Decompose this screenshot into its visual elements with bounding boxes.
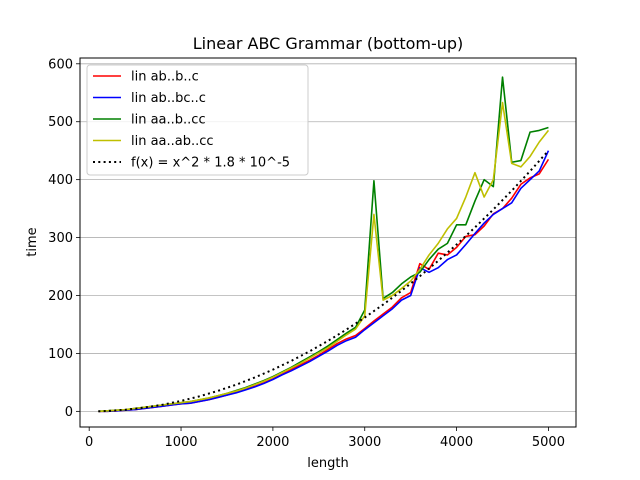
x-tick-label: 4000: [440, 435, 473, 450]
y-tick-label: 500: [48, 115, 73, 130]
y-axis-ticks: 0 100 200 300 400 500 600: [48, 57, 80, 420]
legend-entry-label: lin ab..b..c: [131, 70, 199, 85]
x-tick-label: 5000: [532, 435, 565, 450]
y-tick-label: 0: [65, 405, 73, 420]
y-tick-label: 300: [48, 231, 73, 246]
chart-title: Linear ABC Grammar (bottom-up): [193, 34, 464, 53]
x-axis-ticks: 0 1000 2000 3000 4000 5000: [85, 427, 565, 450]
x-tick-label: 1000: [164, 435, 197, 450]
grid-lines: [80, 63, 576, 412]
plot-frame: [79, 57, 577, 428]
plot-area: [98, 76, 550, 413]
legend: lin ab..b..c lin ab..bc..c lin aa..b..cc li…: [86, 64, 309, 176]
x-tick-label: 2000: [256, 435, 289, 450]
legend-box: [86, 64, 309, 176]
x-tick-label: 3000: [348, 435, 381, 450]
y-tick-label: 600: [48, 57, 73, 72]
series-lines: [98, 76, 550, 413]
legend-entry-label: lin aa..ab..cc: [131, 134, 214, 149]
y-axis-label: time: [25, 227, 40, 256]
legend-entry-label: lin ab..bc..c: [131, 91, 206, 106]
x-axis-label: length: [307, 456, 348, 471]
y-tick-label: 400: [48, 173, 73, 188]
legend-entry-label: lin aa..b..cc: [131, 113, 206, 128]
series-line-2: [98, 150, 550, 413]
y-tick-label: 200: [48, 289, 73, 304]
series-line-5: [98, 150, 550, 413]
y-tick-label: 100: [48, 347, 73, 362]
legend-entry-label: f(x) = x^2 * 1.8 * 10^-5: [131, 156, 290, 171]
series-line-4: [98, 101, 550, 413]
x-tick-label: 0: [85, 435, 93, 450]
